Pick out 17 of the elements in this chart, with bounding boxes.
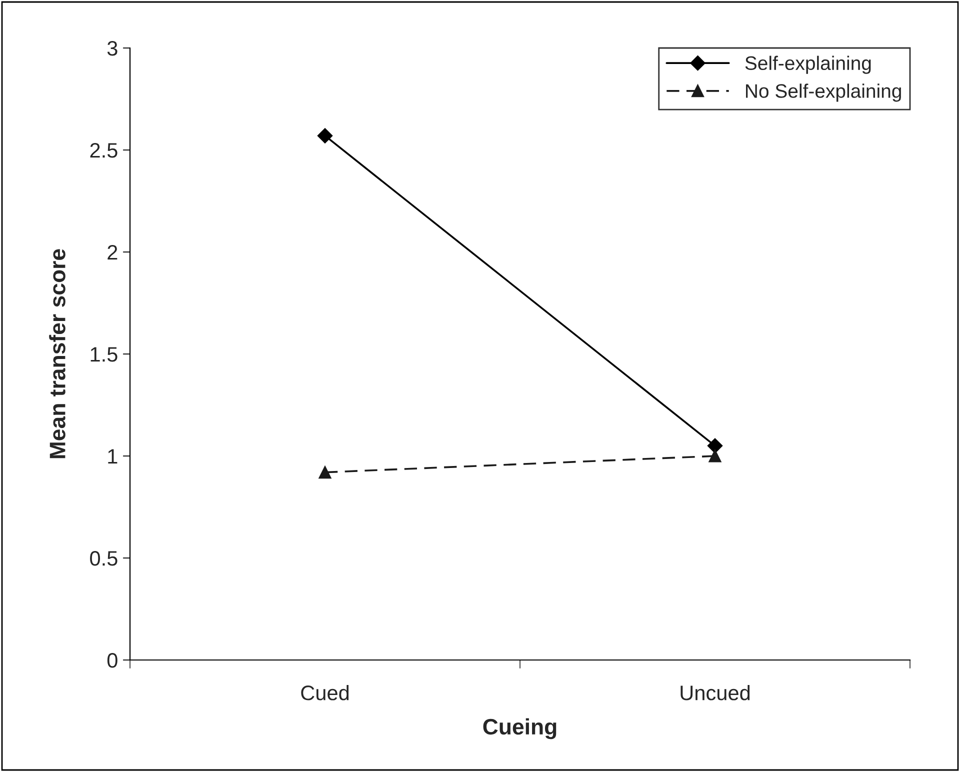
x-axis-title: Cueing — [483, 718, 556, 740]
x-tick-label: Cued — [301, 685, 349, 700]
y-tick-label: 1 — [108, 449, 118, 464]
y-tick-label: 1.5 — [90, 347, 118, 362]
y-tick-label: 2 — [108, 245, 118, 260]
legend-label: No Self-explaining — [746, 84, 901, 102]
x-tick-label: Uncued — [680, 685, 750, 700]
y-axis-title: Mean transfer score — [49, 249, 66, 458]
y-tick-label: 3 — [107, 41, 118, 56]
point — [708, 450, 722, 462]
y-tick-label: 0 — [107, 653, 118, 668]
point — [707, 438, 723, 454]
point — [317, 128, 333, 144]
legend-label: Self-explaining — [745, 56, 871, 74]
y-tick-label: 2.5 — [90, 143, 118, 158]
y-tick-label: 0.5 — [90, 551, 118, 566]
point — [318, 466, 332, 479]
